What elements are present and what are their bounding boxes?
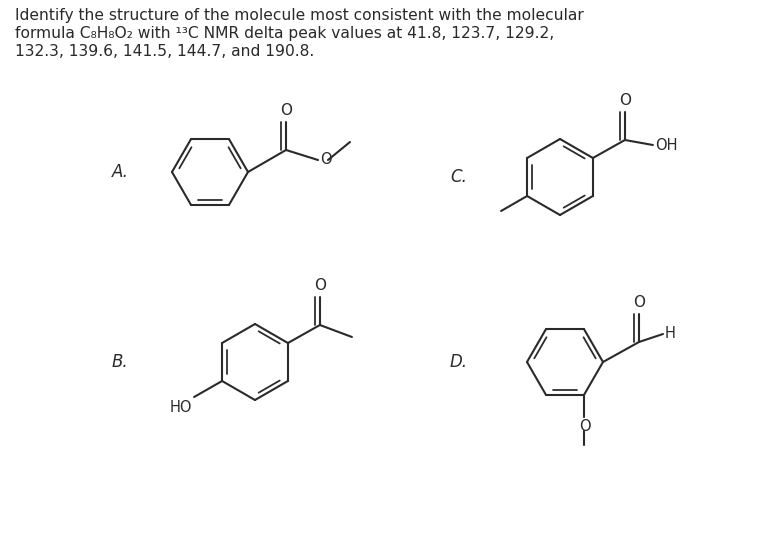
Text: Identify the structure of the molecule most consistent with the molecular: Identify the structure of the molecule m… [15, 8, 584, 23]
Text: HO: HO [170, 400, 192, 415]
Text: O: O [619, 93, 631, 108]
Text: formula C₈H₈O₂ with ¹³C NMR delta peak values at 41.8, 123.7, 129.2,: formula C₈H₈O₂ with ¹³C NMR delta peak v… [15, 26, 554, 41]
Text: A.: A. [112, 163, 129, 181]
Text: O: O [579, 419, 591, 434]
Text: O: O [320, 152, 332, 167]
Text: H: H [665, 325, 676, 340]
Text: 132.3, 139.6, 141.5, 144.7, and 190.8.: 132.3, 139.6, 141.5, 144.7, and 190.8. [15, 44, 315, 59]
Text: B.: B. [112, 353, 129, 371]
Text: OH: OH [655, 138, 678, 153]
Text: O: O [314, 278, 326, 293]
Text: O: O [280, 103, 292, 118]
Text: C.: C. [450, 168, 467, 186]
Text: O: O [633, 295, 645, 310]
Text: D.: D. [450, 353, 468, 371]
